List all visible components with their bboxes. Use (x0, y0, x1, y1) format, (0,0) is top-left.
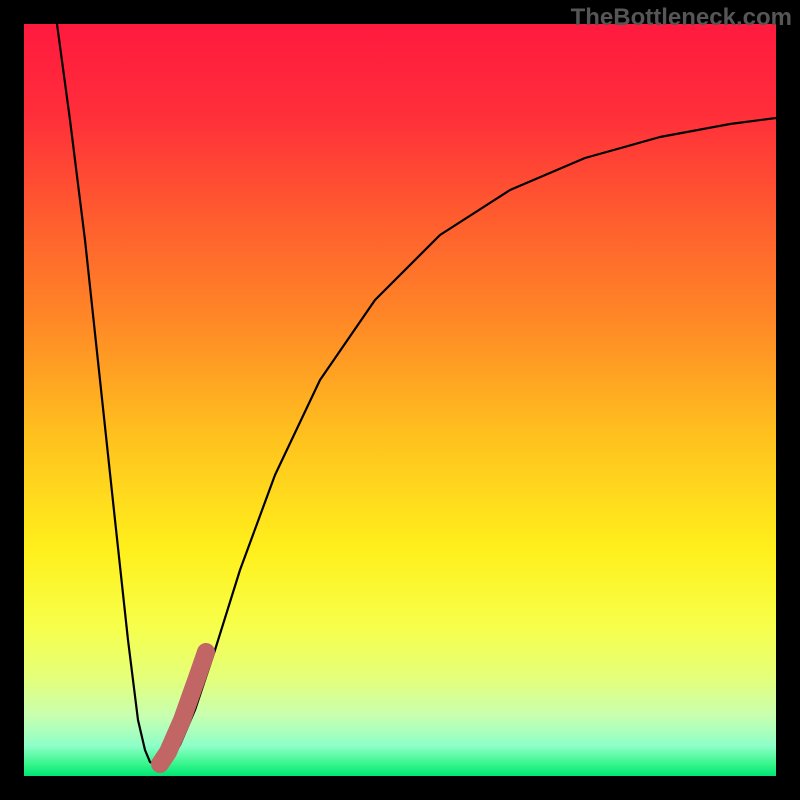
bottleneck-curve-chart (0, 0, 800, 800)
chart-container: TheBottleneck.com (0, 0, 800, 800)
watermark-text: TheBottleneck.com (571, 4, 792, 32)
